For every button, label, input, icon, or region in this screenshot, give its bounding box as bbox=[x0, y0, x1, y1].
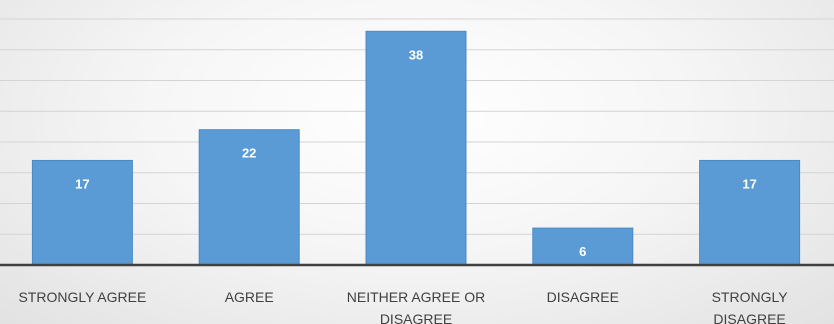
bar bbox=[198, 129, 300, 266]
x-axis-tick-labels: STRONGLY AGREE AGREE NEITHER AGREE OR DISAG… bbox=[18, 289, 788, 324]
bar-series bbox=[31, 30, 801, 266]
bar bbox=[31, 159, 133, 266]
bar-value-label: 17 bbox=[742, 176, 756, 191]
bar bbox=[365, 30, 467, 266]
x-tick-label: AGREE bbox=[225, 289, 274, 305]
bar-value-label: 6 bbox=[579, 244, 586, 259]
bar-value-label: 22 bbox=[242, 146, 256, 161]
x-tick-label: STRONGLY DISAGREE bbox=[712, 289, 789, 324]
bar-value-label: 38 bbox=[409, 47, 423, 62]
bar bbox=[699, 159, 801, 266]
x-tick-label: STRONGLY AGREE bbox=[18, 289, 146, 305]
x-tick-label: NEITHER AGREE OR DISAGREE bbox=[347, 289, 485, 324]
x-tick-label: DISAGREE bbox=[547, 289, 619, 305]
bar bbox=[532, 227, 634, 266]
bar-value-label: 17 bbox=[75, 176, 89, 191]
data-labels: 17 22 38 6 17 bbox=[75, 47, 757, 259]
